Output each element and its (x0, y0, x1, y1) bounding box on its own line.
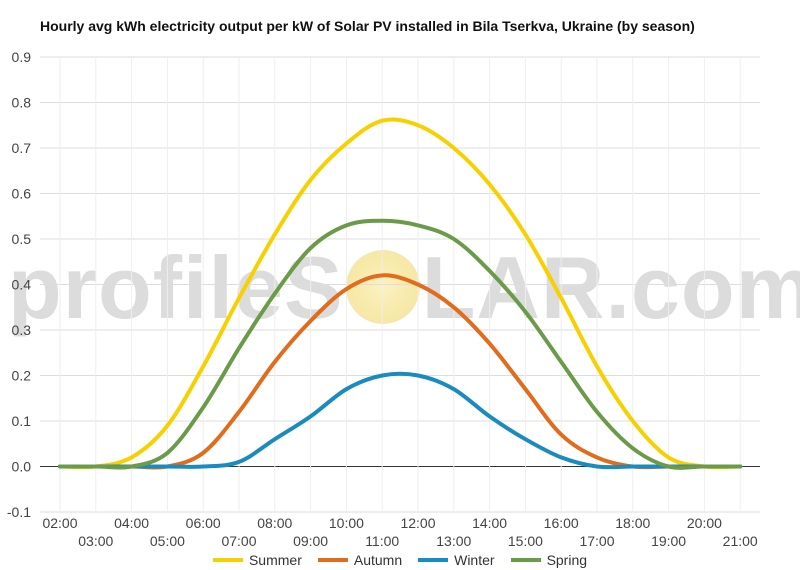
x-tick-label: 02:00 (42, 515, 77, 531)
x-tick-label: 15:00 (508, 533, 543, 549)
x-tick-label: 17:00 (579, 533, 614, 549)
legend-item-winter[interactable]: Winter (418, 552, 495, 568)
gridlines (40, 56, 760, 513)
legend: Summer Autumn Winter Spring (0, 549, 800, 568)
y-tick-label: 0.9 (12, 49, 32, 65)
x-tick-label: 04:00 (114, 515, 149, 531)
legend-swatch (418, 558, 449, 562)
legend-label: Spring (546, 552, 588, 568)
y-tick-label: 0.1 (12, 413, 32, 429)
x-tick-label: 13:00 (436, 533, 471, 549)
series-line-autumn (58, 273, 743, 470)
y-tick-label: 0.3 (12, 322, 32, 338)
x-tick-label: 07:00 (221, 533, 256, 549)
watermark: profileS LAR.com (0, 238, 800, 338)
x-tick-label: 09:00 (293, 533, 328, 549)
series-line-winter (58, 371, 743, 470)
x-tick-label: 19:00 (651, 533, 686, 549)
x-tick-label: 12:00 (400, 515, 435, 531)
x-tick-label: 03:00 (78, 533, 113, 549)
legend-item-spring[interactable]: Spring (510, 552, 588, 568)
y-tick-label: -0.1 (7, 504, 31, 520)
x-tick-label: 18:00 (615, 515, 650, 531)
y-tick-label: 0.2 (12, 368, 32, 384)
x-tick-label: 08:00 (257, 515, 292, 531)
legend-label: Winter (454, 552, 495, 568)
x-tick-label: 20:00 (687, 515, 722, 531)
series-line-spring (58, 218, 743, 470)
x-tick-label: 11:00 (365, 533, 399, 549)
legend-label: Summer (248, 552, 302, 568)
y-tick-label: 0.8 (12, 95, 32, 111)
y-tick-label: 0.5 (12, 231, 32, 247)
legend-swatch (510, 558, 541, 562)
x-tick-label: 21:00 (723, 533, 758, 549)
legend-swatch (212, 558, 243, 562)
legend-item-autumn[interactable]: Autumn (317, 552, 403, 568)
watermark-text-right: LAR.com (421, 238, 800, 337)
legend-swatch (317, 558, 348, 562)
x-tick-label: 10:00 (329, 515, 364, 531)
watermark-text-left: profileS (8, 238, 344, 337)
y-tick-label: 0.6 (12, 186, 32, 202)
axes: 0.90.80.70.60.50.40.30.20.10.0-0.102:000… (7, 49, 758, 549)
y-tick-label: 0.4 (12, 277, 32, 293)
series-lines (58, 117, 743, 470)
x-tick-label: 05:00 (150, 533, 185, 549)
legend-item-summer[interactable]: Summer (212, 552, 302, 568)
x-tick-label: 16:00 (544, 515, 579, 531)
y-tick-label: 0.7 (12, 140, 32, 156)
legend-label: Autumn (353, 552, 403, 568)
y-tick-label: 0.0 (12, 459, 32, 475)
chart-title: Hourly avg kWh electricity output per kW… (40, 18, 695, 34)
series-line-summer (58, 117, 743, 470)
x-tick-label: 14:00 (472, 515, 507, 531)
x-tick-label: 06:00 (186, 515, 221, 531)
